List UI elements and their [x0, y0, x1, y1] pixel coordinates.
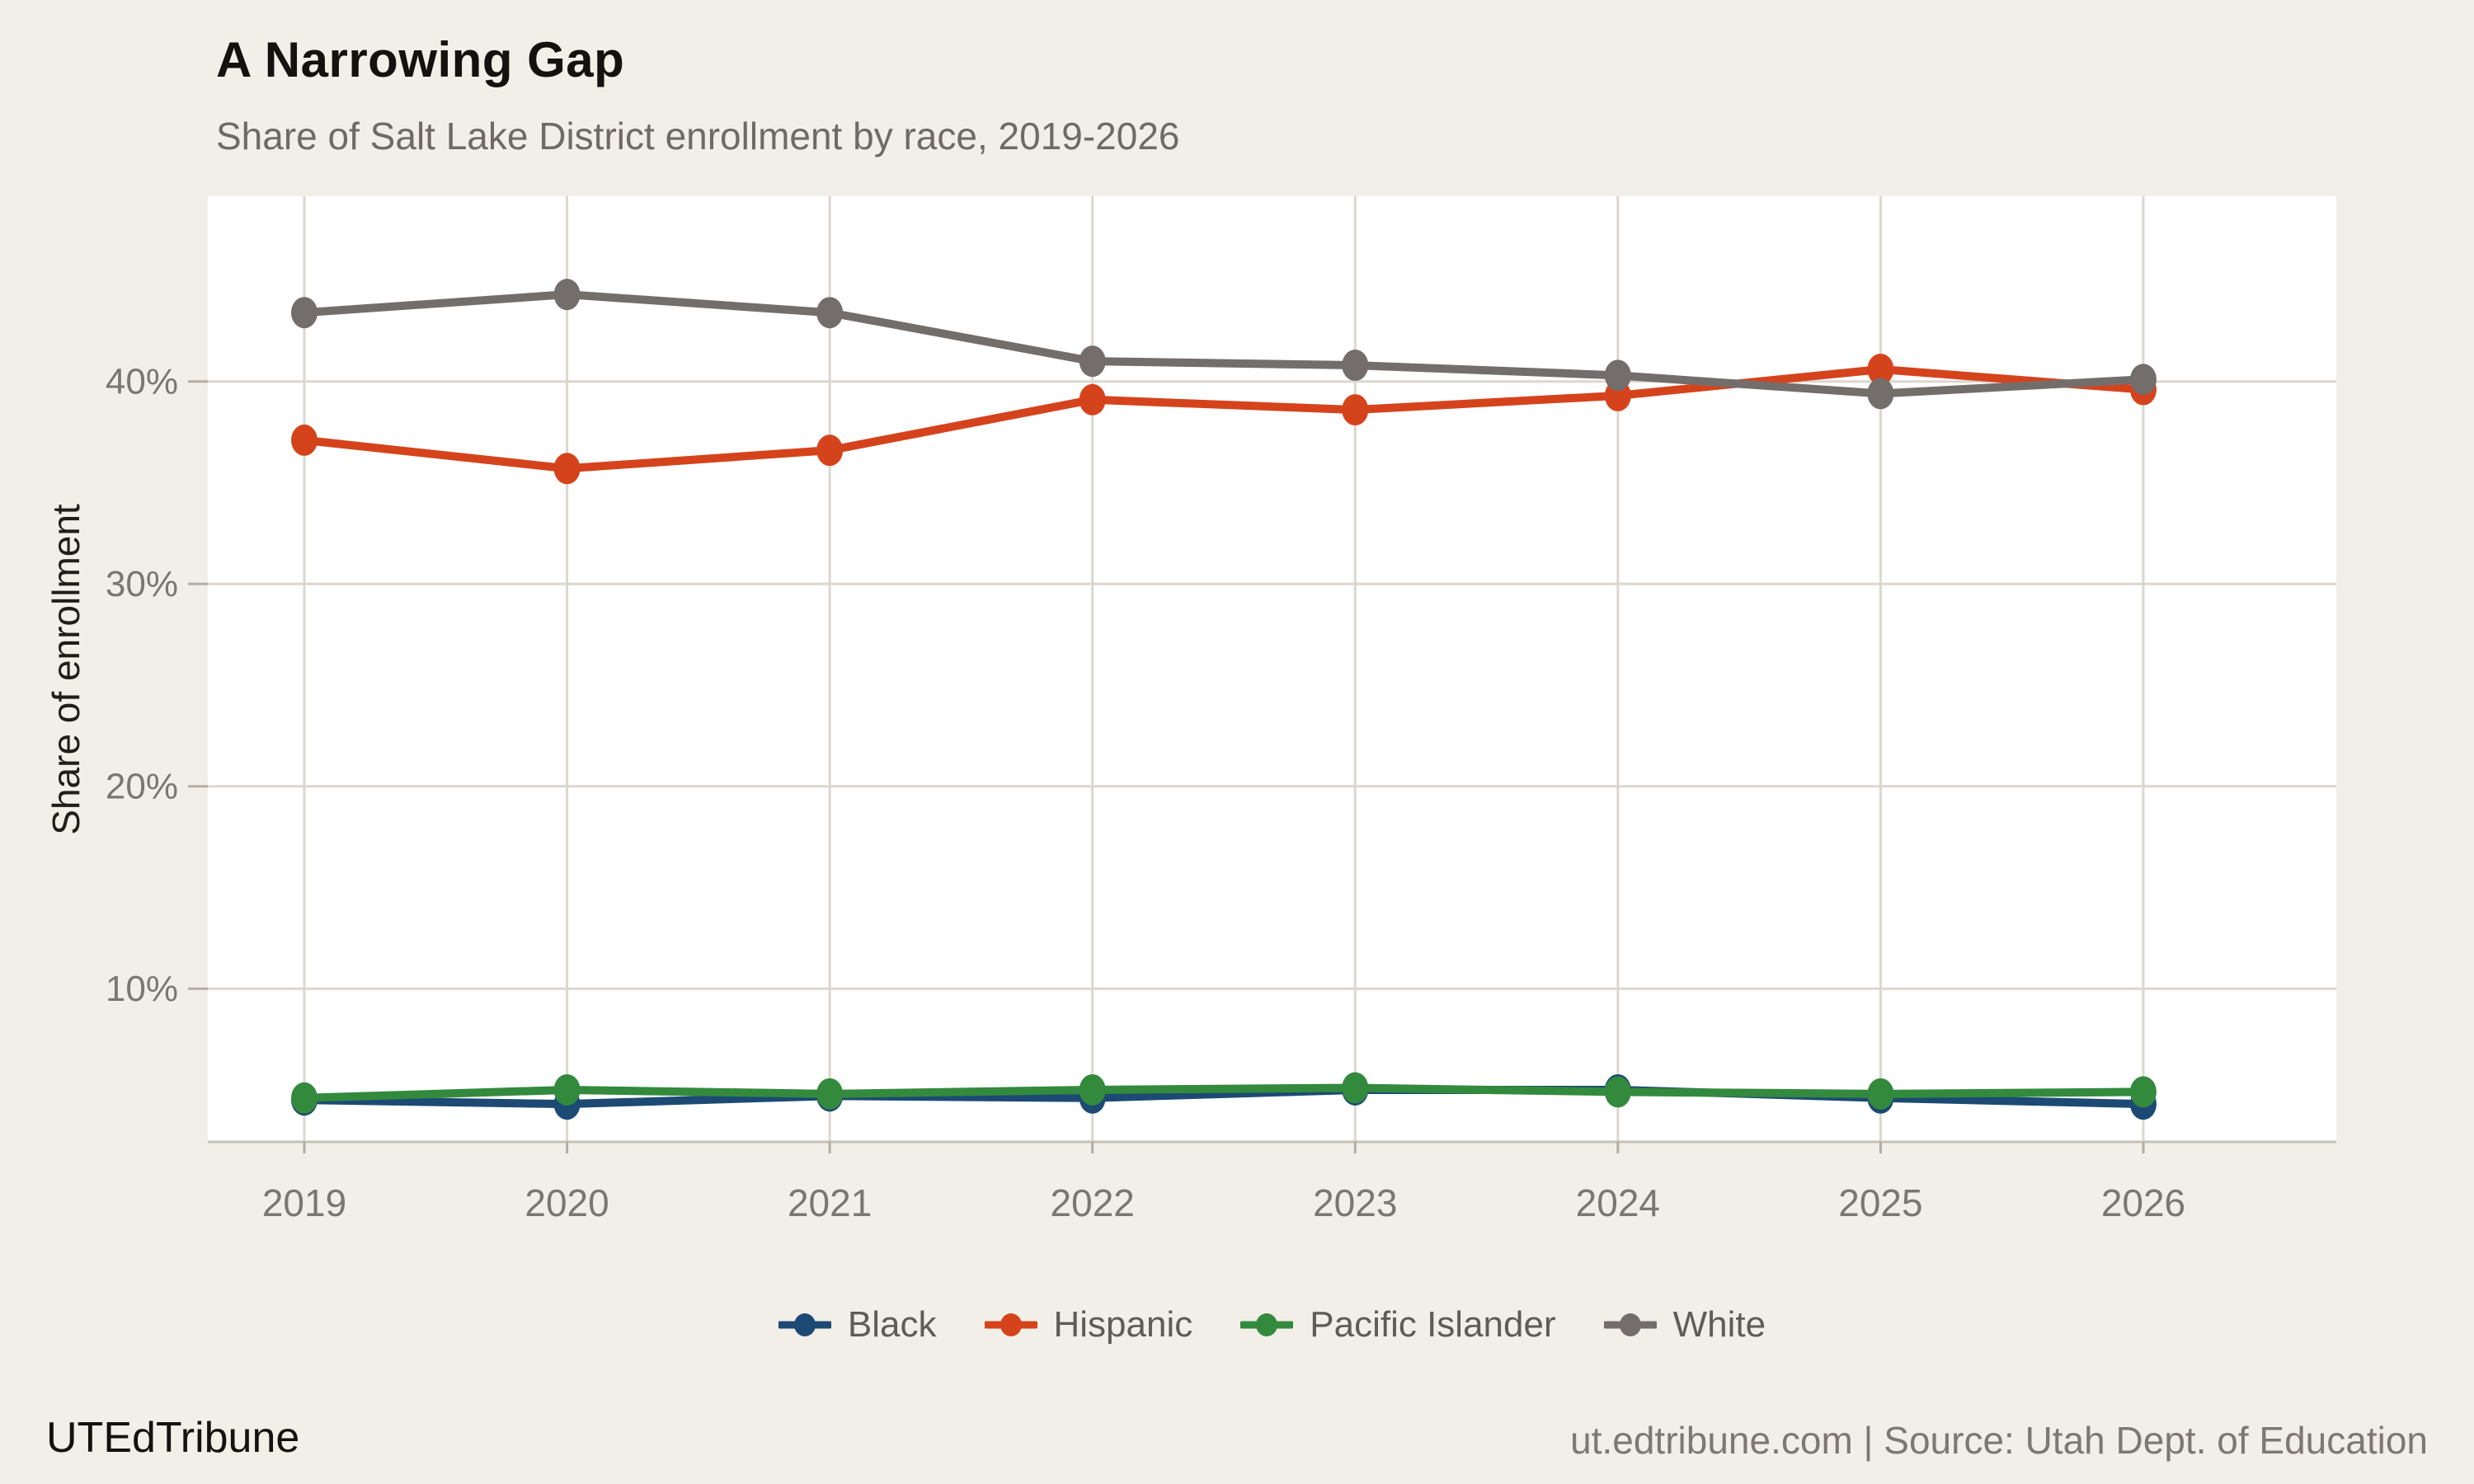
legend-item-pacific-islander: Pacific Islander	[1240, 1304, 1556, 1345]
x-tick-label: 2021	[788, 1181, 872, 1224]
data-point-white	[1342, 350, 1369, 382]
x-tick-label: 2025	[1838, 1181, 1922, 1224]
y-axis-title: Share of enrollment	[45, 504, 87, 835]
y-tick-label: 20%	[106, 767, 178, 807]
y-tick-label: 30%	[106, 564, 178, 604]
data-point-white	[1079, 345, 1106, 378]
x-tick-label: 2022	[1051, 1181, 1135, 1224]
data-point-pacific-islander	[1604, 1076, 1631, 1108]
data-point-pacific-islander	[1079, 1073, 1106, 1106]
series-line-pacific-islander	[300, 1083, 2147, 1102]
legend-marker-icon	[984, 1313, 1037, 1336]
data-point-white	[1867, 378, 1894, 410]
data-point-hispanic	[816, 434, 844, 467]
series-line-white	[300, 290, 2147, 398]
data-point-hispanic	[1079, 383, 1106, 416]
chart-legend: Black Hispanic Pacific Islander White	[208, 1304, 2336, 1345]
series-line-hispanic	[300, 364, 2147, 473]
data-point-hispanic	[1342, 394, 1369, 426]
data-point-white	[1604, 359, 1631, 392]
x-tick-label: 2026	[2101, 1181, 2185, 1224]
legend-marker-icon	[1240, 1313, 1294, 1336]
data-point-pacific-islander	[1867, 1078, 1894, 1110]
x-tick-label: 2020	[524, 1181, 609, 1224]
data-point-pacific-islander	[2129, 1076, 2157, 1108]
data-point-pacific-islander	[816, 1078, 844, 1110]
data-point-white	[291, 297, 317, 329]
legend-marker-icon	[778, 1313, 831, 1336]
legend-label: White	[1672, 1304, 1766, 1345]
y-tick-label: 40%	[106, 362, 178, 402]
data-point-pacific-islander	[553, 1073, 581, 1106]
legend-item-hispanic: Hispanic	[984, 1304, 1193, 1345]
x-tick-label: 2023	[1313, 1181, 1397, 1224]
legend-item-white: White	[1603, 1304, 1766, 1345]
data-point-white	[553, 279, 581, 311]
x-tick-label: 2019	[262, 1181, 346, 1224]
legend-label: Hispanic	[1053, 1304, 1193, 1345]
legend-label: Black	[847, 1304, 937, 1345]
data-point-pacific-islander	[291, 1082, 317, 1114]
y-tick-label: 10%	[106, 969, 178, 1009]
data-point-white	[2129, 364, 2157, 396]
x-tick-label: 2024	[1576, 1181, 1660, 1224]
legend-marker-icon	[1603, 1313, 1657, 1336]
data-point-hispanic	[291, 424, 317, 456]
data-point-hispanic	[1867, 353, 1894, 385]
data-point-white	[816, 297, 844, 329]
brand-logo-text: UTEdTribune	[46, 1414, 300, 1462]
source-attribution: ut.edtribune.com | Source: Utah Dept. of…	[1570, 1419, 2428, 1462]
legend-label: Pacific Islander	[1310, 1304, 1556, 1345]
data-point-pacific-islander	[1342, 1072, 1369, 1104]
legend-item-black: Black	[778, 1304, 937, 1345]
data-point-hispanic	[553, 453, 581, 485]
chart-title: A Narrowing Gap	[216, 32, 625, 87]
chart-subtitle: Share of Salt Lake District enrollment b…	[216, 115, 1180, 157]
plot-panel	[208, 196, 2336, 1142]
